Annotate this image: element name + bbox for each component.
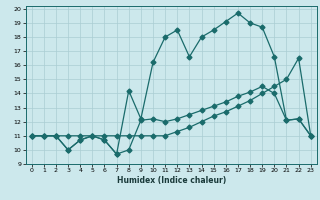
X-axis label: Humidex (Indice chaleur): Humidex (Indice chaleur) xyxy=(116,176,226,185)
